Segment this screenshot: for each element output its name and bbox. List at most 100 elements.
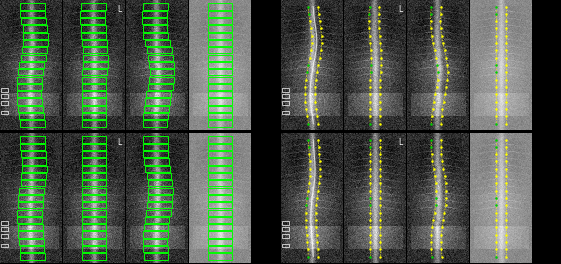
Bar [142,11,167,17]
Bar [22,47,47,54]
Bar [21,18,47,24]
Bar [20,253,45,260]
Bar [19,69,43,76]
Bar [282,94,289,97]
Bar [142,25,167,32]
Bar [81,151,107,157]
Bar [282,243,289,247]
Bar [80,18,105,24]
Bar [282,88,289,92]
Bar [81,253,107,260]
Bar [208,98,232,105]
Bar [1,94,8,97]
Bar [208,232,232,238]
Bar [208,91,232,97]
Bar [208,120,232,127]
Bar [21,55,46,61]
Bar [17,91,42,97]
Bar [81,202,107,209]
Bar [208,217,232,223]
Bar [83,62,108,68]
Bar [81,239,107,245]
Text: L: L [399,138,403,147]
Bar [81,120,107,127]
Bar [147,202,172,209]
Bar [81,144,107,150]
Bar [148,84,173,90]
Bar [18,106,43,112]
Bar [208,55,232,61]
Bar [17,84,42,90]
Bar [145,217,169,223]
Bar [18,202,43,209]
Text: L: L [118,138,122,147]
Bar [144,158,169,164]
Bar [208,246,232,252]
Bar [143,151,168,157]
Bar [208,47,232,54]
Bar [81,187,107,194]
Bar [17,98,42,105]
Bar [19,239,44,245]
Bar [208,187,232,194]
Bar [144,253,168,260]
Bar [208,144,232,150]
Bar [81,158,107,164]
Bar [1,101,8,105]
Bar [144,106,168,112]
Bar [282,234,289,238]
Bar [145,98,169,105]
Bar [208,195,232,201]
Bar [142,18,167,24]
Bar [81,106,107,112]
Bar [208,113,232,119]
Bar [208,253,232,260]
Bar [1,234,8,238]
Bar [282,227,289,230]
Bar [19,62,44,68]
Bar [208,173,232,179]
Bar [148,55,173,61]
Bar [81,25,105,32]
Bar [208,202,232,209]
Bar [143,113,168,119]
Bar [208,180,232,186]
Bar [208,25,232,32]
Bar [144,224,168,230]
Bar [208,158,232,164]
Bar [146,210,171,216]
Bar [208,106,232,112]
Bar [208,62,232,68]
Bar [81,91,107,97]
Bar [208,136,232,143]
Bar [147,47,172,54]
Bar [21,173,46,179]
Bar [1,88,8,92]
Bar [81,246,107,252]
Bar [17,217,42,223]
Bar [148,187,173,194]
Bar [81,84,107,90]
Bar [143,246,168,252]
Bar [80,11,105,17]
Bar [20,136,45,143]
Bar [21,158,47,164]
Bar [81,210,107,216]
Bar [148,180,172,186]
Bar [24,40,48,46]
Bar [148,195,172,201]
Bar [81,173,107,179]
Bar [81,33,106,39]
Bar [142,239,167,245]
Bar [208,239,232,245]
Bar [282,101,289,105]
Bar [17,77,42,83]
Bar [150,69,174,76]
Bar [20,246,44,252]
Bar [208,3,232,10]
Bar [24,33,48,39]
Bar [20,120,45,127]
Bar [19,195,43,201]
Bar [81,180,107,186]
Bar [145,166,170,172]
